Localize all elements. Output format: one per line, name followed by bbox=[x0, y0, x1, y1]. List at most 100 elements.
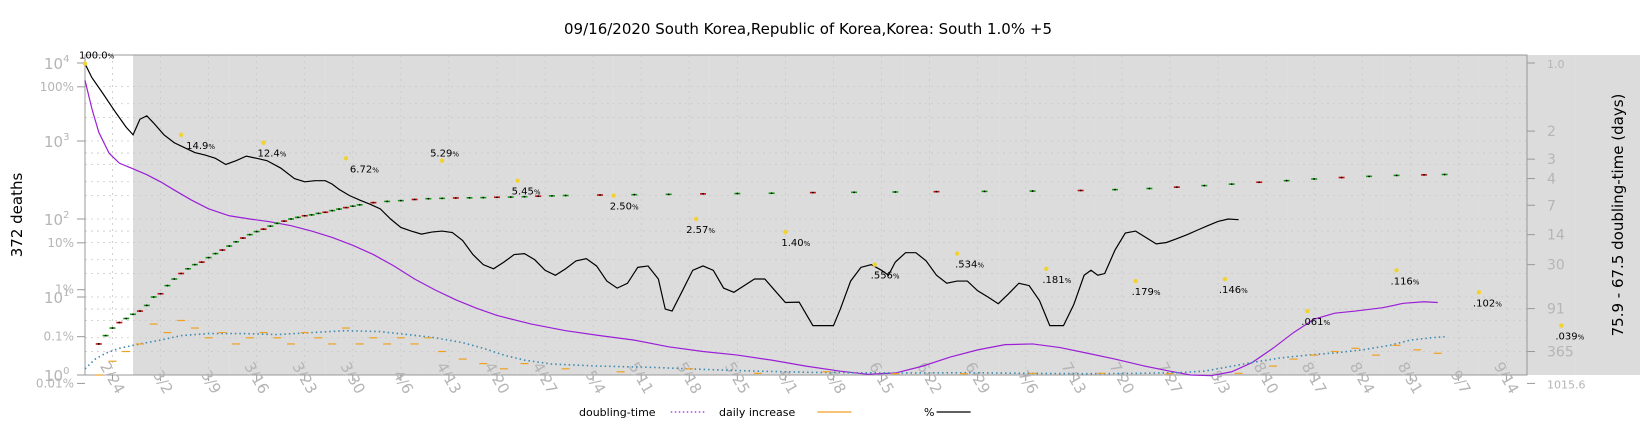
weekend-band bbox=[1286, 55, 1383, 375]
death-point bbox=[1031, 190, 1034, 192]
death-point bbox=[770, 192, 773, 195]
death-point bbox=[159, 292, 162, 295]
annotation-dot bbox=[693, 216, 699, 222]
death-point bbox=[248, 233, 251, 236]
right-tick-label: 30 bbox=[1547, 258, 1565, 274]
death-point bbox=[118, 321, 121, 324]
weekend-band bbox=[1575, 55, 1640, 375]
death-point bbox=[125, 317, 128, 320]
annotation-pct: % bbox=[977, 262, 984, 270]
death-point bbox=[132, 313, 134, 316]
death-point bbox=[564, 194, 567, 197]
annotation-dot bbox=[1305, 308, 1310, 314]
annotation-pct: % bbox=[893, 273, 900, 281]
weekend-band bbox=[421, 55, 518, 375]
right-tick-label: 7 bbox=[1547, 198, 1556, 214]
death-point bbox=[290, 218, 292, 220]
death-point bbox=[537, 195, 540, 198]
annotation-label: 6.72% bbox=[350, 164, 379, 175]
death-point bbox=[1175, 186, 1178, 189]
death-point bbox=[1285, 179, 1288, 182]
death-point bbox=[269, 225, 272, 228]
annotation-label: 5.45% bbox=[512, 187, 541, 198]
death-point bbox=[351, 205, 354, 208]
death-point bbox=[200, 261, 203, 264]
annotation-pct: % bbox=[108, 53, 115, 61]
chart-title: 09/16/2020 South Korea,Republic of Korea… bbox=[564, 20, 1052, 38]
left-tick-exponent: 1 bbox=[63, 288, 69, 299]
annotation-label: 2.57% bbox=[686, 225, 715, 236]
death-point bbox=[235, 240, 237, 243]
annotation-pct: % bbox=[208, 143, 215, 151]
left-pct-label: 10% bbox=[47, 236, 74, 250]
death-point bbox=[1340, 176, 1343, 179]
left-tick-label: 104 bbox=[44, 54, 69, 73]
death-point bbox=[551, 194, 553, 197]
legend-label: % bbox=[924, 406, 934, 419]
annotation-dot bbox=[1559, 323, 1564, 328]
death-point bbox=[482, 196, 485, 199]
death-point bbox=[386, 200, 389, 203]
death-point bbox=[180, 272, 183, 275]
weekend-band bbox=[806, 55, 903, 375]
left-pct-label: 0.1% bbox=[44, 330, 75, 344]
death-point bbox=[145, 304, 148, 307]
left-axis-label: 372 deaths bbox=[8, 173, 26, 258]
annotation-dot bbox=[343, 156, 349, 161]
death-point bbox=[310, 213, 313, 216]
death-point bbox=[736, 192, 739, 195]
death-point bbox=[1443, 173, 1446, 176]
weekend-band bbox=[709, 55, 806, 375]
legend: doubling-time daily increase% bbox=[579, 406, 971, 419]
death-point bbox=[633, 193, 636, 196]
annotation-label: .061% bbox=[1301, 317, 1330, 328]
death-point bbox=[441, 197, 443, 200]
death-point bbox=[983, 190, 986, 193]
annotation-pct: % bbox=[372, 166, 379, 174]
annotation-pct: % bbox=[1495, 300, 1502, 308]
death-point bbox=[399, 199, 402, 202]
death-point bbox=[935, 190, 938, 193]
legend-label: daily increase bbox=[719, 406, 795, 419]
weekend-band bbox=[133, 55, 230, 375]
series-line bbox=[84, 329, 1445, 375]
right-tick-label: 1015.6 bbox=[1547, 378, 1586, 391]
annotation-pct: % bbox=[1241, 287, 1248, 295]
death-point bbox=[523, 195, 526, 198]
death-point bbox=[324, 211, 327, 214]
death-point bbox=[372, 201, 375, 204]
weekend-band bbox=[902, 55, 999, 375]
annotation-dot bbox=[178, 132, 184, 138]
death-point bbox=[187, 267, 189, 270]
death-point bbox=[1368, 175, 1370, 178]
right-axis: 1.0 2 3 4 7 14 30 91 365 1015.6 bbox=[1527, 58, 1586, 391]
death-point bbox=[667, 193, 670, 196]
left-tick-exponent: 2 bbox=[63, 210, 69, 221]
left-tick-label: 103 bbox=[44, 132, 69, 151]
death-point bbox=[111, 327, 114, 329]
annotation-dot bbox=[515, 178, 520, 183]
death-point bbox=[1423, 173, 1425, 176]
annotation-pct: % bbox=[534, 189, 541, 197]
death-point bbox=[331, 209, 334, 212]
death-point bbox=[166, 284, 169, 287]
grid-lines bbox=[85, 55, 1527, 376]
annotation-label: .179% bbox=[1132, 287, 1161, 298]
death-point bbox=[283, 220, 286, 222]
weekend-band bbox=[517, 55, 614, 375]
annotation-label: .534% bbox=[955, 260, 984, 271]
death-point bbox=[97, 343, 100, 345]
death-point bbox=[207, 256, 210, 259]
annotation-dot bbox=[954, 251, 960, 256]
annotation-dot bbox=[1222, 276, 1228, 282]
x-tick-label: 2/24 bbox=[96, 359, 128, 397]
annotation-dot bbox=[1133, 278, 1138, 284]
annotation-dot bbox=[1394, 268, 1399, 273]
left-tick-label: 102 bbox=[44, 210, 69, 229]
death-point bbox=[296, 216, 299, 219]
death-point bbox=[1079, 189, 1082, 192]
death-point bbox=[894, 191, 897, 193]
annotation-label: .116% bbox=[1391, 276, 1420, 287]
death-point bbox=[496, 196, 498, 199]
